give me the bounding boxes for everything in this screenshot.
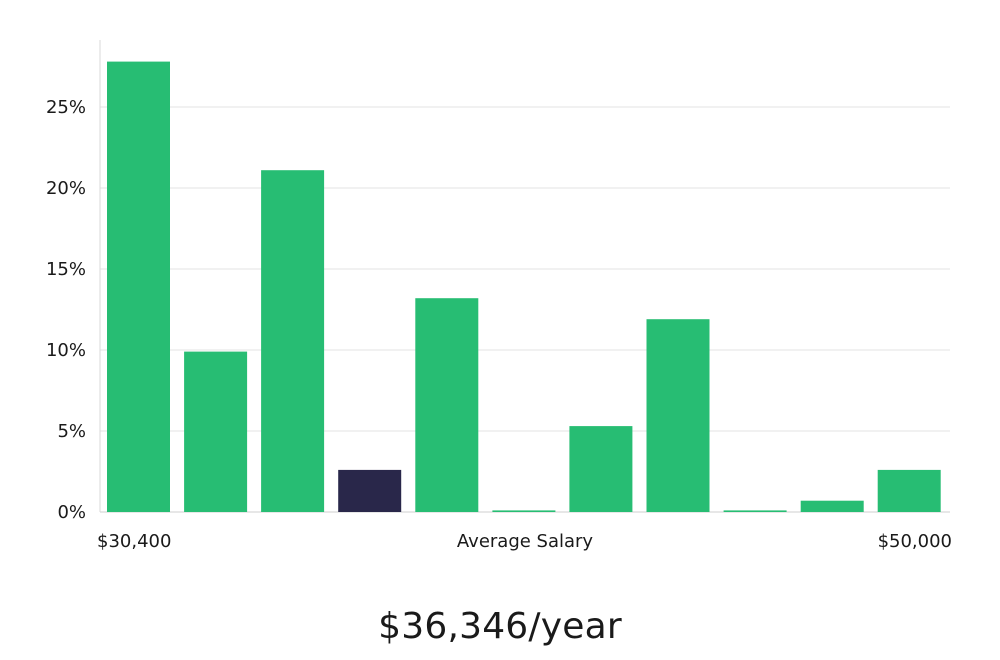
bar bbox=[723, 510, 787, 512]
bar bbox=[646, 319, 710, 512]
bar-highlighted bbox=[338, 469, 402, 512]
x-start-label: $30,400 bbox=[97, 531, 171, 552]
y-tick-label: 5% bbox=[57, 421, 86, 442]
bars bbox=[107, 61, 941, 512]
y-tick-label: 20% bbox=[46, 178, 86, 199]
bar bbox=[800, 500, 864, 512]
bar bbox=[415, 298, 479, 512]
y-tick-label: 0% bbox=[57, 502, 86, 523]
y-tick-label: 10% bbox=[46, 340, 86, 361]
y-axis-ticks: 0% 5% 10% 15% 20% 25% bbox=[46, 97, 86, 523]
y-tick-label: 15% bbox=[46, 259, 86, 280]
salary-histogram: 0%5%10%15%20%25% $30,400 Average Salary … bbox=[46, 40, 952, 552]
bar bbox=[261, 170, 325, 512]
average-salary-value: $36,346/year bbox=[378, 606, 622, 647]
bar bbox=[107, 61, 170, 512]
bar bbox=[492, 510, 556, 512]
bar bbox=[877, 469, 941, 512]
bar bbox=[184, 351, 248, 512]
x-end-label: $50,000 bbox=[878, 531, 952, 552]
bar bbox=[569, 426, 633, 512]
y-tick-label: 25% bbox=[46, 97, 86, 118]
x-axis-title: Average Salary bbox=[457, 531, 594, 552]
